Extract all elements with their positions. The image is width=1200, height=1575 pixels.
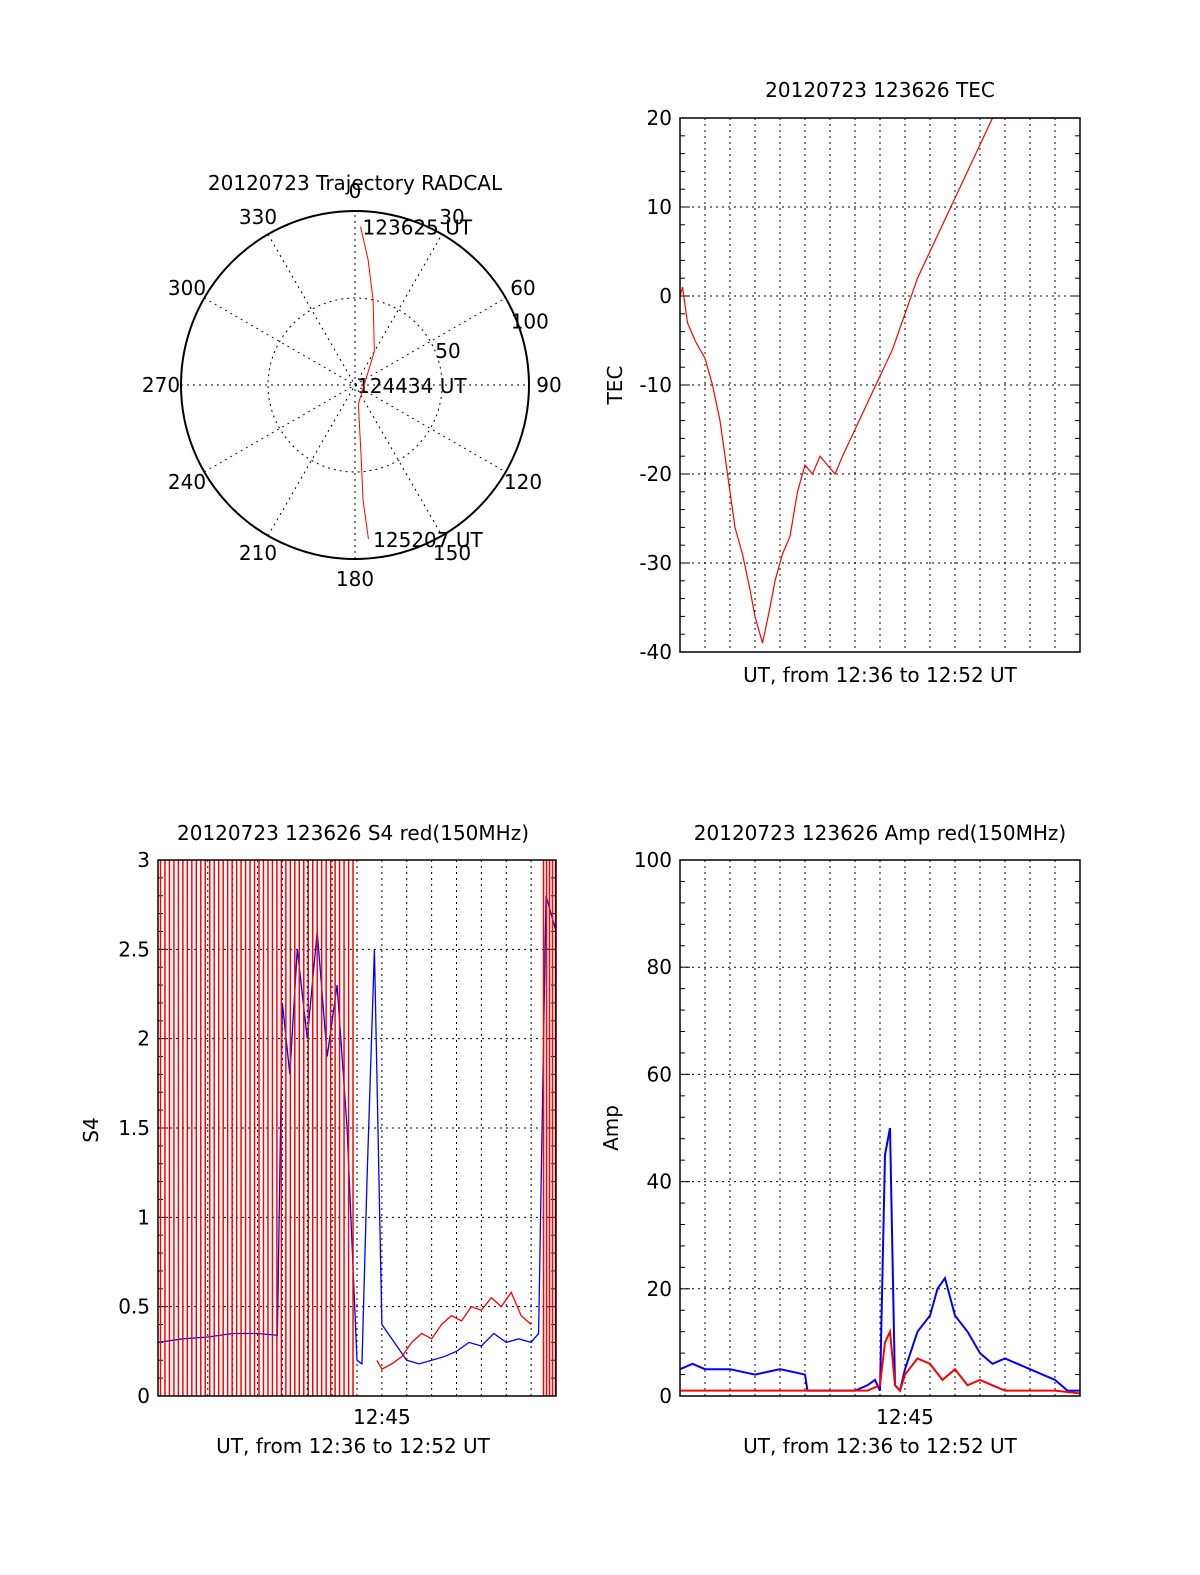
y-tick-label: 40 bbox=[647, 1170, 672, 1194]
y-tick-label: -30 bbox=[639, 551, 672, 575]
amp-ylabel: Amp bbox=[599, 1105, 623, 1151]
tec-title: 20120723 123626 TEC bbox=[765, 78, 995, 102]
amp-plot-area: 100 80 60 40 20 0 12:45 bbox=[634, 848, 1081, 1429]
tec-plot-area: 20 10 0 -10 -20 -30 -40 bbox=[639, 106, 1081, 664]
polar-angle-labels: 0 30 60 90 120 150 180 210 240 270 300 330 bbox=[142, 179, 562, 591]
y-tick-label: 2 bbox=[137, 1027, 150, 1051]
polar-radial-labels: 50 100 bbox=[435, 309, 549, 363]
s4-chart: 20120723 123626 S4 red(150MHz) S4 UT, fr… bbox=[79, 821, 557, 1458]
s4-plot-area: 3 2.5 2 1.5 1 0.5 0 12:45 bbox=[118, 848, 557, 1429]
plot-frame bbox=[679, 859, 1081, 1397]
polar-trajectory-chart: 20120723 Trajectory RADCAL 0 30 60 90 120 150… bbox=[142, 171, 562, 591]
polar-title: 20120723 Trajectory RADCAL bbox=[208, 171, 503, 195]
polar-time-annotation: 124434 UT bbox=[357, 374, 467, 398]
s4-xlabel: UT, from 12:36 to 12:52 UT bbox=[216, 1434, 491, 1458]
y-tick-label: 0 bbox=[137, 1384, 150, 1408]
polar-time-annotation: 125207 UT bbox=[373, 528, 483, 552]
polar-angle-label: 30 bbox=[439, 205, 464, 229]
amp-xlabel: UT, from 12:36 to 12:52 UT bbox=[743, 1434, 1018, 1458]
series-red-line bbox=[680, 1327, 1081, 1395]
polar-angle-label: 180 bbox=[336, 567, 374, 591]
polar-spoke bbox=[267, 234, 443, 536]
y-tick-label: 0.5 bbox=[118, 1295, 150, 1319]
tec-chart: 20120723 123626 TEC TEC UT, from 12:36 t… bbox=[603, 78, 1081, 687]
s4-title: 20120723 123626 S4 red(150MHz) bbox=[177, 821, 529, 845]
y-tick-label: -10 bbox=[639, 373, 672, 397]
x-tick-label: 12:45 bbox=[353, 1405, 411, 1429]
y-tick-label: 60 bbox=[647, 1062, 672, 1086]
y-tick-label: 0 bbox=[659, 284, 672, 308]
y-tick-label: 100 bbox=[634, 848, 672, 872]
y-tick-label: 20 bbox=[647, 1277, 672, 1301]
amp-chart: 20120723 123626 Amp red(150MHz) Amp UT, … bbox=[599, 821, 1081, 1458]
polar-grid bbox=[180, 210, 530, 560]
polar-angle-label: 90 bbox=[536, 373, 561, 397]
y-tick-label: 0 bbox=[659, 1384, 672, 1408]
plot-frame bbox=[157, 859, 557, 1397]
trajectory-line bbox=[357, 226, 375, 540]
polar-annotations: 123625 UT 124434 UT 125207 UT bbox=[357, 216, 484, 552]
polar-angle-label: 0 bbox=[349, 179, 362, 203]
y-tick-label: 10 bbox=[647, 195, 672, 219]
x-tick-label: 12:45 bbox=[876, 1405, 934, 1429]
y-tick-label: 80 bbox=[647, 955, 672, 979]
polar-angle-label: 60 bbox=[510, 276, 535, 300]
polar-inner-circle bbox=[267, 297, 443, 473]
y-tick-label: -40 bbox=[639, 640, 672, 664]
polar-angle-label: 300 bbox=[168, 276, 206, 300]
y-tick-label: -20 bbox=[639, 462, 672, 486]
y-tick-label: 1 bbox=[137, 1205, 150, 1229]
series-blue-line bbox=[157, 895, 557, 1366]
s4-ylabel: S4 bbox=[79, 1117, 103, 1142]
y-tick-label: 20 bbox=[647, 106, 672, 130]
y-tick-label: 2.5 bbox=[118, 937, 150, 961]
y-tick-label: 3 bbox=[137, 848, 150, 872]
y-tick-label: 1.5 bbox=[118, 1116, 150, 1140]
tec-ylabel: TEC bbox=[603, 366, 627, 406]
plot-frame bbox=[679, 117, 1081, 653]
polar-radial-label: 50 bbox=[435, 339, 460, 363]
polar-angle-label: 240 bbox=[168, 470, 206, 494]
polar-radial-label: 100 bbox=[511, 309, 549, 333]
polar-time-annotation: 123625 UT bbox=[363, 216, 473, 240]
polar-angle-label: 270 bbox=[142, 373, 180, 397]
amp-title: 20120723 123626 Amp red(150MHz) bbox=[694, 821, 1066, 845]
polar-angle-label: 150 bbox=[433, 541, 471, 565]
polar-angle-label: 210 bbox=[239, 541, 277, 565]
tec-xlabel: UT, from 12:36 to 12:52 UT bbox=[743, 663, 1018, 687]
series-red-line bbox=[376, 1291, 532, 1371]
polar-angle-label: 120 bbox=[504, 470, 542, 494]
polar-angle-label: 330 bbox=[239, 205, 277, 229]
